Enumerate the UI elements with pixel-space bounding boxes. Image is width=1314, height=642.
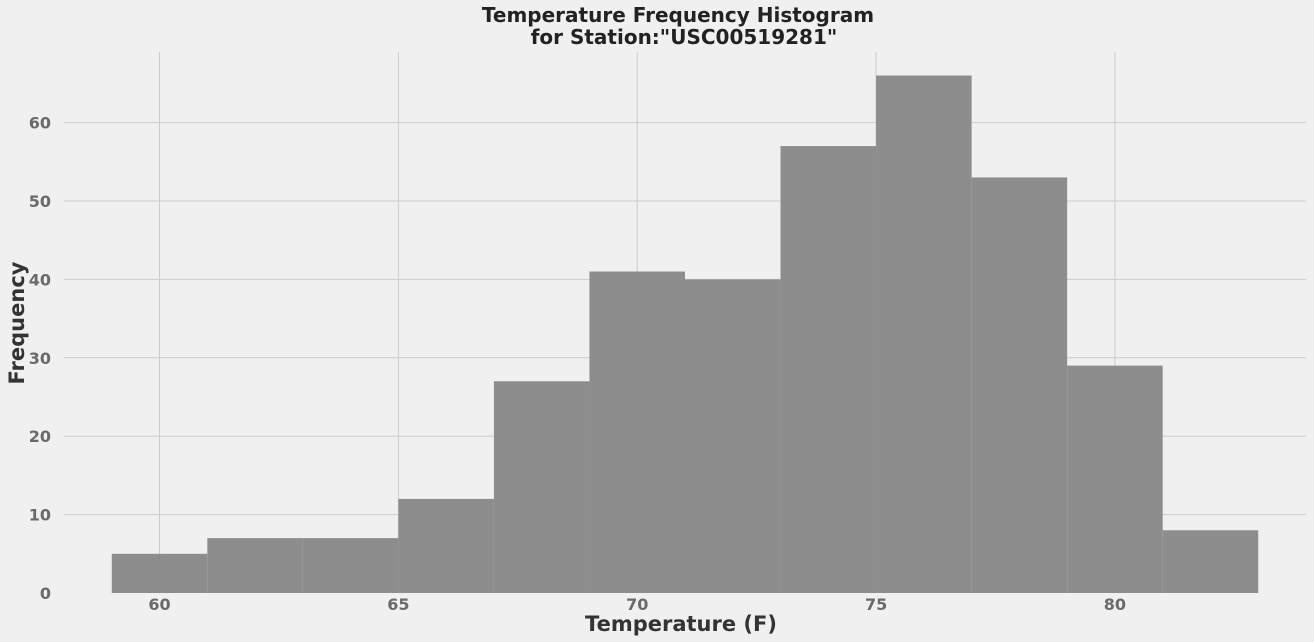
- histogram-bar: [685, 279, 781, 593]
- histogram-bar: [493, 381, 590, 593]
- histogram-bar: [1067, 365, 1163, 593]
- histogram-bar: [589, 271, 685, 593]
- tick-labels: 0 10 20 30 40 50 60 60 65 70 75 80: [29, 114, 1126, 614]
- x-tick-label: 70: [626, 595, 648, 614]
- x-tick-label: 65: [387, 595, 409, 614]
- x-axis-label: Temperature (F): [585, 612, 777, 636]
- y-tick-label: 60: [29, 114, 51, 133]
- histogram-bar: [111, 553, 208, 593]
- y-tick-label: 30: [29, 349, 51, 368]
- histogram-bar: [302, 538, 399, 593]
- y-axis-label: Frequency: [5, 261, 29, 384]
- x-tick-label: 80: [1104, 595, 1126, 614]
- y-tick-label: 0: [40, 584, 51, 603]
- y-tick-label: 40: [29, 270, 51, 289]
- x-tick-label: 60: [148, 595, 170, 614]
- x-tick-label: 75: [865, 595, 887, 614]
- histogram-bars: [111, 75, 1259, 594]
- chart-title-line-2: for Station:"USC00519281": [531, 25, 838, 49]
- histogram-bar: [876, 75, 972, 594]
- histogram-bar: [971, 177, 1068, 593]
- y-tick-label: 10: [29, 506, 51, 525]
- chart-title-line-1: Temperature Frequency Histogram: [482, 3, 874, 27]
- histogram-bar: [1162, 530, 1259, 593]
- y-tick-label: 20: [29, 427, 51, 446]
- histogram-bar: [207, 538, 303, 593]
- histogram-bar: [398, 498, 494, 593]
- y-tick-label: 50: [29, 192, 51, 211]
- histogram-bar: [780, 146, 877, 593]
